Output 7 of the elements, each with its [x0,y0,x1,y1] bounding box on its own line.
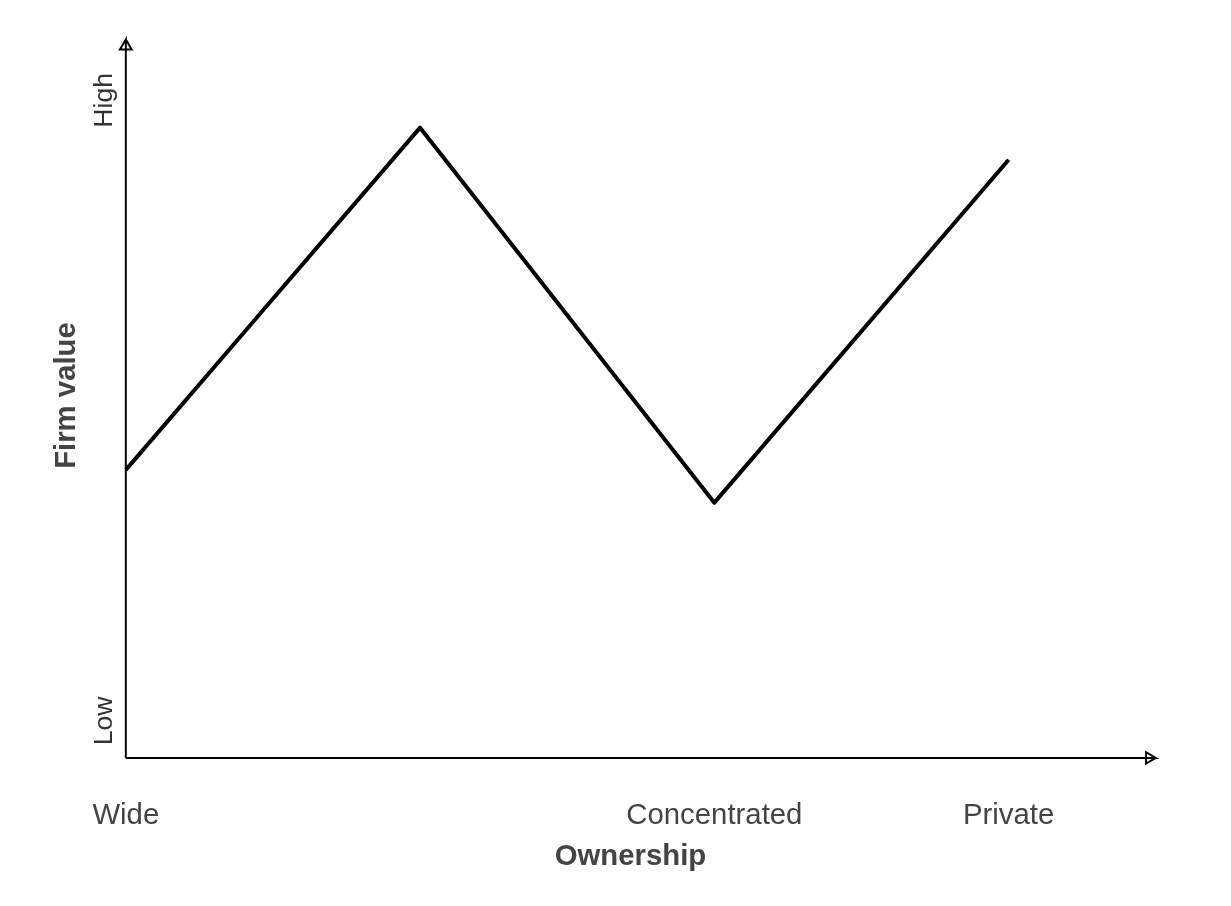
x-tick-label: Concentrated [626,796,803,830]
text: Low [87,695,118,746]
y-axis-title: Firm value [47,322,81,469]
text: High [87,72,118,128]
x-tick-label: Wide [92,796,160,830]
x-axis-title: Ownership [554,837,707,871]
x-tick-label: Private [963,796,1055,830]
